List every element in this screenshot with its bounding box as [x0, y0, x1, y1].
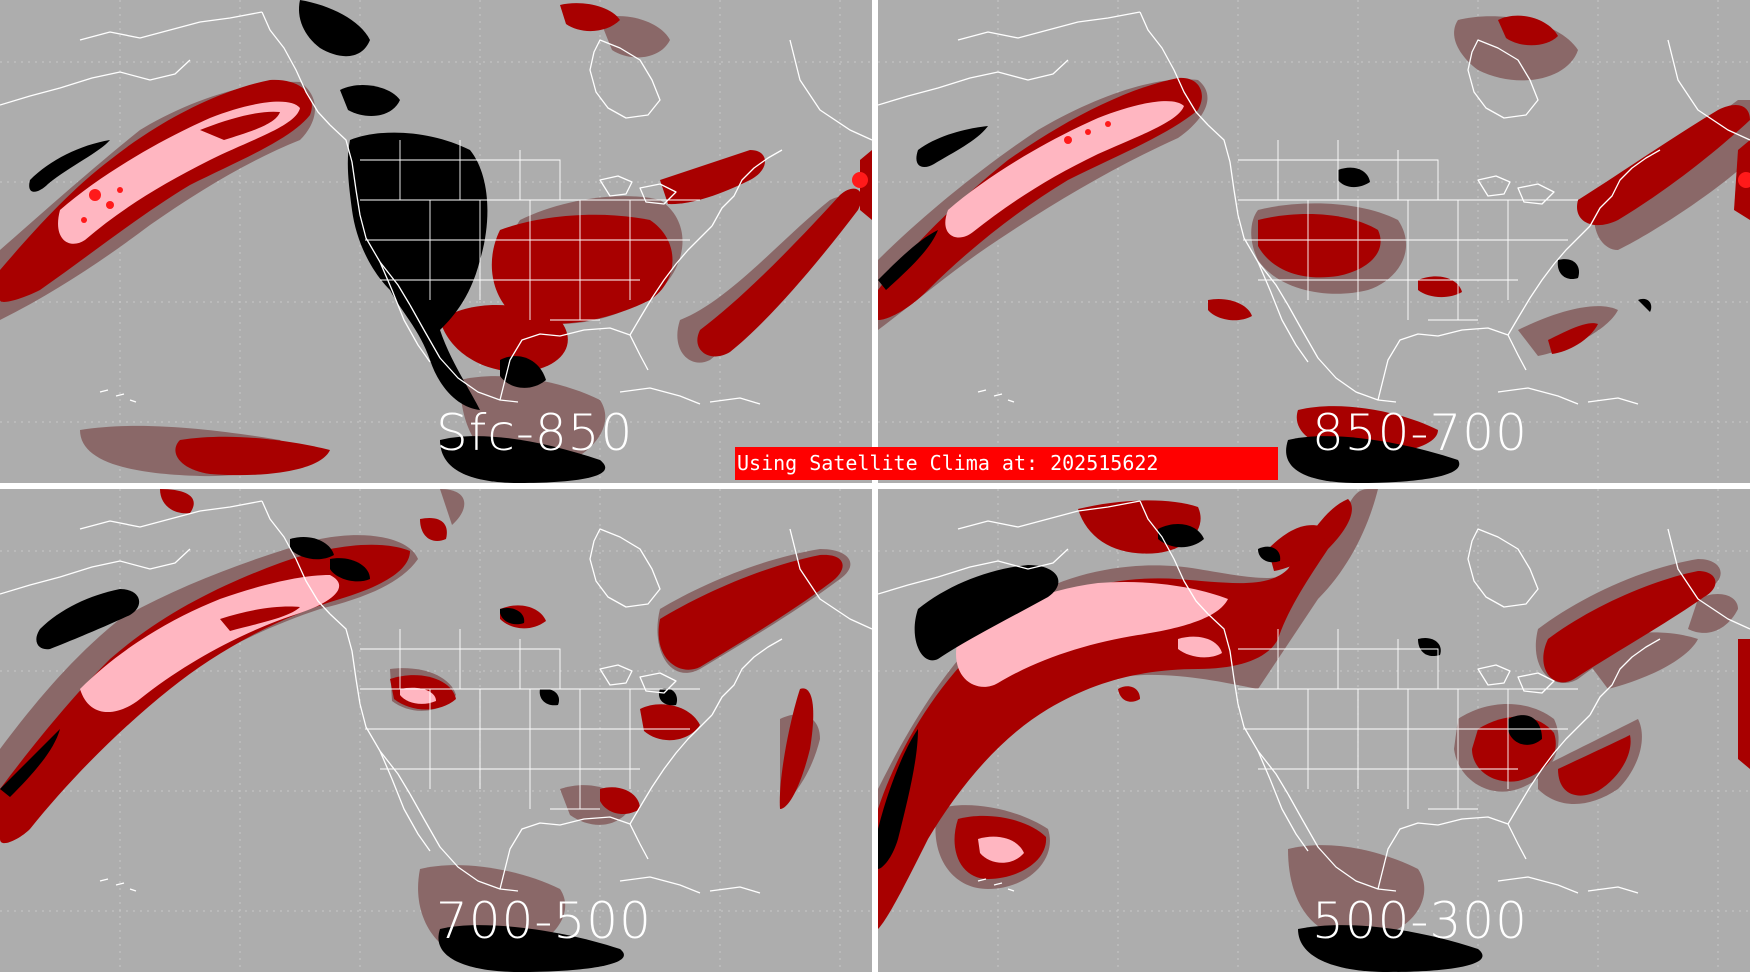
moisture-black-areas	[0, 536, 678, 972]
moisture-pink-core	[58, 101, 300, 244]
map-canvas	[0, 0, 872, 483]
map-canvas	[878, 0, 1750, 483]
moisture-pink-core	[80, 575, 436, 713]
moisture-black-areas	[878, 524, 1542, 972]
moisture-dark-red-band	[878, 499, 1750, 929]
satellite-clima-banner: Using Satellite Clima at: 202515622	[735, 447, 1278, 480]
moisture-black-areas	[878, 126, 1652, 483]
map-panel-850-700: 850-700	[878, 0, 1750, 483]
map-panel-500-300: 500-300	[878, 489, 1750, 972]
moisture-bright-red-spots	[81, 172, 868, 223]
pressure-layer-label: 500-300	[1312, 892, 1528, 950]
moisture-bright-red-spots	[1064, 121, 1750, 188]
pressure-layer-label: Sfc-850	[436, 404, 634, 462]
map-canvas	[0, 489, 872, 972]
pressure-layer-label: 850-700	[1312, 404, 1528, 462]
map-canvas	[878, 489, 1750, 972]
map-panel-700-500: 700-500	[0, 489, 872, 972]
moisture-pink-core	[945, 101, 1184, 238]
moisture-black-areas	[29, 0, 606, 483]
pressure-layer-label: 700-500	[436, 892, 652, 950]
map-panel-sfc-850: Sfc-850	[0, 0, 872, 483]
